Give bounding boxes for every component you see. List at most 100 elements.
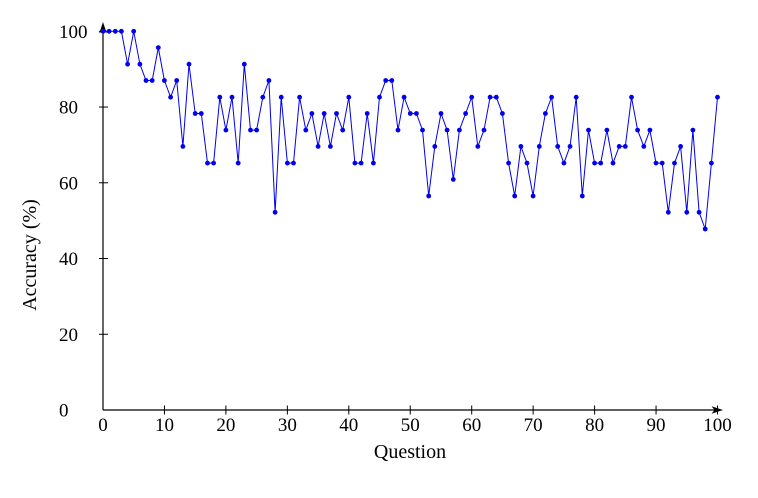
- data-point: [586, 127, 591, 133]
- data-point: [241, 61, 247, 67]
- data-point: [389, 78, 395, 83]
- data-point: [106, 28, 112, 34]
- data-point: [696, 209, 702, 215]
- data-point: [469, 94, 475, 100]
- data-point: [364, 111, 370, 116]
- data-point: [629, 94, 634, 100]
- data-point: [524, 160, 530, 166]
- x-tick-label: 10: [155, 415, 174, 436]
- data-point: [340, 127, 346, 133]
- y-tick-label: 40: [59, 249, 78, 270]
- data-point: [659, 160, 665, 166]
- data-point: [555, 144, 561, 149]
- data-point: [143, 78, 149, 83]
- data-point: [334, 111, 339, 116]
- data-point: [518, 144, 524, 149]
- data-point: [672, 160, 677, 166]
- data-point: [131, 28, 137, 34]
- data-point: [205, 160, 210, 166]
- data-point: [715, 94, 720, 100]
- data-point: [549, 94, 554, 100]
- data-point: [272, 209, 278, 215]
- data-point: [481, 127, 487, 133]
- data-point: [285, 160, 290, 166]
- data-point: [420, 127, 425, 133]
- y-tick-label: 60: [59, 173, 78, 194]
- data-point: [450, 177, 456, 182]
- data-point: [254, 127, 259, 133]
- data-point: [432, 144, 438, 149]
- x-axis-title: Question: [374, 441, 446, 463]
- data-point: [536, 144, 542, 149]
- data-point: [592, 160, 597, 166]
- data-point: [303, 127, 309, 133]
- data-point: [278, 94, 284, 100]
- x-tick-label: 20: [216, 415, 235, 436]
- data-point: [512, 193, 518, 199]
- data-point: [653, 160, 659, 166]
- x-tick-label: 0: [98, 415, 108, 436]
- data-point: [125, 61, 130, 67]
- data-point: [168, 94, 174, 100]
- data-point: [401, 94, 407, 100]
- data-series-accuracy: [100, 28, 720, 232]
- data-point: [635, 127, 640, 133]
- data-point: [229, 94, 235, 100]
- data-point: [647, 127, 653, 133]
- data-point: [235, 160, 241, 166]
- data-point: [487, 94, 493, 100]
- data-point: [260, 94, 266, 100]
- data-point: [543, 111, 548, 116]
- data-point: [346, 94, 352, 100]
- data-point: [321, 111, 327, 116]
- data-point: [475, 144, 481, 149]
- y-tick-label: 0: [59, 401, 69, 422]
- data-point: [174, 78, 180, 83]
- data-point: [610, 160, 616, 166]
- x-tick-label: 90: [647, 415, 666, 436]
- data-point: [352, 160, 358, 166]
- data-point: [684, 209, 690, 215]
- data-point: [444, 127, 450, 133]
- data-point: [297, 94, 302, 100]
- data-point: [328, 144, 333, 149]
- data-point: [112, 28, 118, 34]
- data-point: [493, 94, 499, 100]
- y-tick-label: 80: [59, 98, 78, 119]
- data-point: [217, 94, 223, 100]
- y-axis-title: Accuracy (%): [19, 199, 41, 311]
- data-point: [561, 160, 567, 166]
- data-point: [678, 144, 683, 149]
- data-point: [180, 144, 186, 149]
- data-point: [438, 111, 444, 116]
- data-point: [407, 111, 413, 116]
- data-point: [506, 160, 511, 166]
- x-tick-label: 30: [278, 415, 297, 436]
- data-point: [665, 209, 671, 215]
- data-point: [395, 127, 401, 133]
- data-point: [186, 61, 192, 67]
- data-point: [119, 28, 124, 34]
- data-point: [315, 144, 321, 149]
- data-point: [604, 127, 610, 133]
- data-point: [377, 94, 382, 100]
- data-point: [155, 45, 161, 50]
- data-point: [266, 78, 272, 83]
- data-point: [198, 111, 204, 116]
- data-point: [690, 127, 696, 133]
- data-point: [248, 127, 253, 133]
- y-tick-label: 20: [59, 325, 78, 346]
- data-point: [309, 111, 315, 116]
- x-tick-label: 70: [524, 415, 543, 436]
- x-tick-label: 100: [703, 415, 732, 436]
- data-point: [162, 78, 167, 83]
- data-point: [149, 78, 155, 83]
- data-point: [616, 144, 622, 149]
- data-point: [567, 144, 573, 149]
- data-point: [383, 78, 389, 83]
- data-point: [211, 160, 217, 166]
- data-point: [137, 61, 143, 67]
- data-point: [500, 111, 505, 116]
